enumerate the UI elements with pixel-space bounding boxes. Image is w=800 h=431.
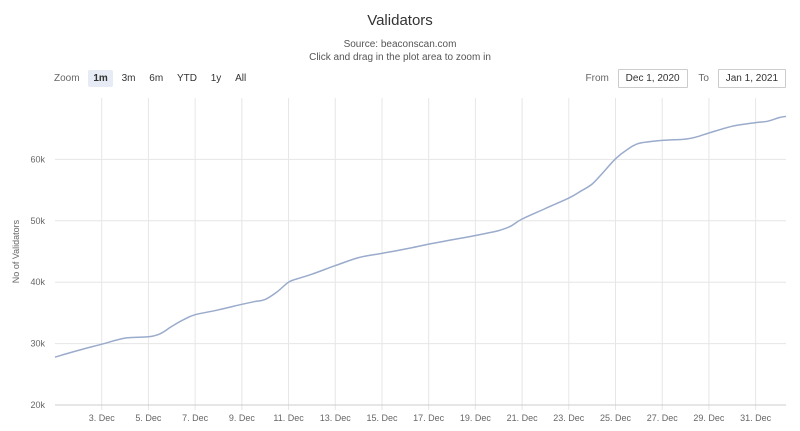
x-tick-label: 9. Dec bbox=[229, 413, 256, 423]
x-tick-label: 27. Dec bbox=[647, 413, 679, 423]
x-tick-label: 19. Dec bbox=[460, 413, 492, 423]
x-tick-label: 13. Dec bbox=[320, 413, 352, 423]
y-tick-label: 20k bbox=[30, 400, 45, 410]
range-selector: Zoom 1m 3m 6m YTD 1y All bbox=[54, 70, 252, 87]
from-date-input[interactable]: Dec 1, 2020 bbox=[617, 69, 688, 88]
zoom-3m-button[interactable]: 3m bbox=[121, 73, 136, 84]
chart-title: Validators bbox=[367, 12, 433, 29]
from-label: From bbox=[585, 73, 609, 84]
x-tick-label: 17. Dec bbox=[413, 413, 445, 423]
zoom-ytd-button[interactable]: YTD bbox=[176, 73, 197, 84]
x-tick-label: 21. Dec bbox=[507, 413, 539, 423]
zoom-label: Zoom bbox=[54, 73, 80, 84]
x-tick-label: 29. Dec bbox=[693, 413, 725, 423]
x-tick-label: 15. Dec bbox=[366, 413, 398, 423]
x-tick-label: 25. Dec bbox=[600, 413, 632, 423]
validators-series-line[interactable] bbox=[54, 115, 787, 358]
x-tick-label: 5. Dec bbox=[135, 413, 162, 423]
gridlines bbox=[55, 98, 786, 410]
y-tick-label: 50k bbox=[30, 216, 45, 226]
zoom-6m-button[interactable]: 6m bbox=[149, 73, 164, 84]
subtitle-source: Source: beaconscan.com bbox=[343, 39, 457, 50]
y-axis-title: No of Validators bbox=[11, 219, 21, 283]
x-tick-label: 23. Dec bbox=[553, 413, 585, 423]
zoom-all-button[interactable]: All bbox=[235, 73, 247, 84]
y-tick-label: 40k bbox=[30, 277, 45, 287]
x-tick-label: 7. Dec bbox=[182, 413, 209, 423]
x-tick-label: 3. Dec bbox=[89, 413, 116, 423]
to-date-input[interactable]: Jan 1, 2021 bbox=[717, 69, 786, 88]
y-tick-label: 30k bbox=[30, 339, 45, 349]
zoom-1m-button[interactable]: 1m bbox=[88, 70, 113, 87]
y-axis: 20k 30k 40k 50k 60k bbox=[30, 154, 45, 410]
x-tick-label: 11. Dec bbox=[273, 413, 304, 423]
subtitle-hint: Click and drag in the plot area to zoom … bbox=[309, 52, 491, 63]
to-label: To bbox=[698, 73, 709, 84]
date-range-inputs: From Dec 1, 2020 To Jan 1, 2021 bbox=[586, 69, 786, 88]
x-tick-label: 31. Dec bbox=[740, 413, 772, 423]
y-tick-label: 60k bbox=[30, 154, 45, 164]
zoom-1y-button[interactable]: 1y bbox=[210, 73, 222, 84]
x-axis: 3. Dec 5. Dec 7. Dec 9. Dec 11. Dec 13. Dec 15… bbox=[55, 404, 786, 423]
chart-subtitle: Source: beaconscan.com Click and drag in… bbox=[0, 38, 800, 64]
